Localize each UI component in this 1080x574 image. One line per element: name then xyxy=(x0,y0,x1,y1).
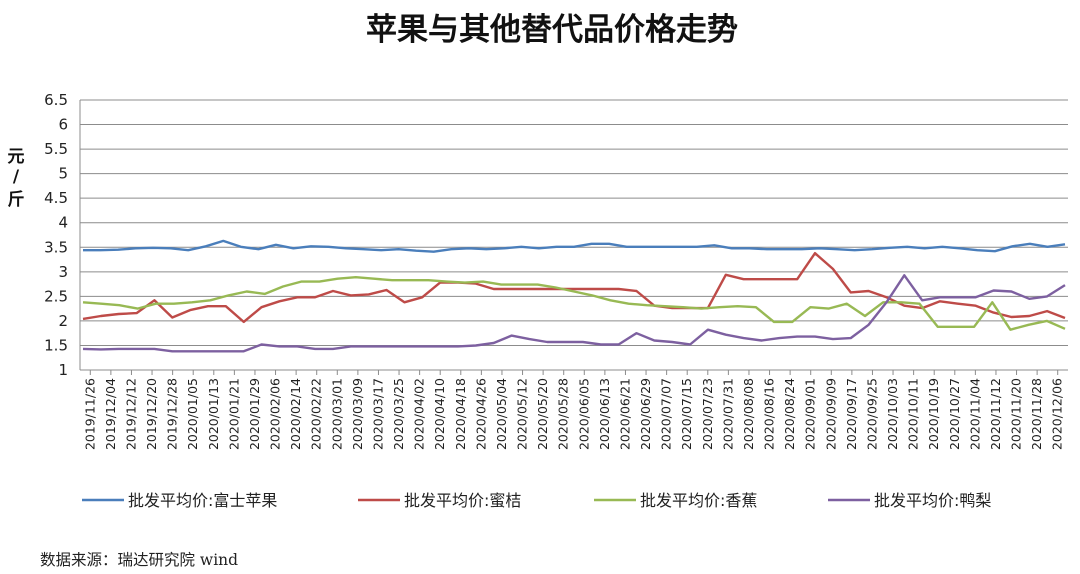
x-tick-label: 2020/05/04 xyxy=(494,378,509,450)
y-tick-label: 6 xyxy=(58,116,68,134)
x-tick-label: 2020/06/13 xyxy=(597,378,612,450)
x-tick-label: 2020/07/31 xyxy=(720,378,735,450)
x-tick-label: 2020/01/29 xyxy=(247,378,262,450)
series-line-0 xyxy=(83,239,1066,253)
x-tick-label: 2020/03/01 xyxy=(329,378,344,450)
x-tick-label: 2020/05/20 xyxy=(535,378,550,450)
legend-label: 批发平均价:鸭梨 xyxy=(874,491,991,510)
legend-label: 批发平均价:香蕉 xyxy=(640,491,757,510)
chart-title: 苹果与其他替代品价格走势 xyxy=(366,12,738,48)
x-tick-label: 2020/10/19 xyxy=(926,378,941,450)
x-tick-label: 2020/06/29 xyxy=(638,378,653,450)
x-tick-label: 2020/08/08 xyxy=(741,378,756,450)
y-tick-label: 5.5 xyxy=(44,140,68,158)
x-tick-label: 2020/11/04 xyxy=(967,378,982,450)
y-axis-label-char: 斤 xyxy=(8,190,25,210)
x-tick-label: 2019/12/12 xyxy=(123,378,138,450)
chart: 苹果与其他替代品价格走势 元 / 斤 1 1.5 2 2.5 3 3.5 4 4.5 5 5.5 6… xyxy=(8,12,1068,510)
y-axis-label-char: 元 xyxy=(8,147,25,167)
y-tick-label: 4.5 xyxy=(44,189,68,207)
x-tick-label: 2020/06/21 xyxy=(617,378,632,450)
x-tick-label: 2020/07/23 xyxy=(700,378,715,450)
x-tick-label: 2020/08/24 xyxy=(782,378,797,450)
series-line-2 xyxy=(82,276,1066,331)
x-tick-label: 2020/09/01 xyxy=(803,378,818,450)
x-tick-label: 2020/02/22 xyxy=(309,378,324,450)
series-line-1 xyxy=(82,251,1066,324)
y-tick-label: 3.5 xyxy=(44,238,68,256)
x-axis: 2019/11/26 2019/12/04 2019/12/12 2019/12/20… xyxy=(79,100,1065,450)
x-tick-label: 2019/12/28 xyxy=(165,378,180,450)
y-tick-label: 2 xyxy=(58,312,68,330)
legend-label: 批发平均价:富士苹果 xyxy=(128,491,277,510)
x-tick-label: 2020/04/10 xyxy=(432,378,447,450)
x-tick-label: 2020/02/06 xyxy=(268,378,283,450)
x-tick-label: 2020/09/25 xyxy=(864,378,879,450)
x-tick-label: 2020/04/02 xyxy=(412,378,427,450)
x-tick-label: 2020/01/05 xyxy=(185,378,200,450)
y-axis-ticks: 1 1.5 2 2.5 3 3.5 4 4.5 5 5.5 6 6.5 xyxy=(44,91,68,379)
source-note: 数据来源：瑞达研究院 wind xyxy=(40,551,239,569)
y-tick-label: 4 xyxy=(58,214,68,232)
x-tick-label: 2020/04/26 xyxy=(473,378,488,450)
y-tick-label: 5 xyxy=(58,165,68,183)
x-tick-label: 2020/06/05 xyxy=(576,378,591,450)
x-tick-label: 2020/05/12 xyxy=(515,378,530,450)
x-tick-label: 2020/09/17 xyxy=(844,378,859,450)
x-tick-label: 2020/01/13 xyxy=(206,378,221,450)
x-tick-label: 2020/07/15 xyxy=(679,378,694,450)
x-tick-label: 2020/10/11 xyxy=(906,378,921,450)
x-tick-label: 2020/11/12 xyxy=(988,378,1003,450)
legend: 批发平均价:富士苹果 批发平均价:蜜桔 批发平均价:香蕉 批发平均价:鸭梨 xyxy=(82,491,991,510)
x-tick-label: 2019/12/04 xyxy=(103,378,118,450)
x-tick-label: 2020/03/09 xyxy=(350,378,365,450)
x-tick-label: 2020/11/20 xyxy=(1009,378,1024,450)
y-tick-label: 1.5 xyxy=(44,336,68,354)
x-tick-label: 2019/11/26 xyxy=(82,378,97,450)
x-tick-label: 2020/12/06 xyxy=(1050,378,1065,450)
x-tick-label: 2020/08/16 xyxy=(762,378,777,450)
x-tick-label: 2020/07/07 xyxy=(659,378,674,450)
x-tick-label: 2020/03/25 xyxy=(391,378,406,450)
y-tick-label: 1 xyxy=(58,361,68,379)
x-tick-label: 2020/10/27 xyxy=(947,378,962,450)
y-tick-label: 2.5 xyxy=(44,287,68,305)
x-tick-label: 2020/02/14 xyxy=(288,378,303,450)
legend-label: 批发平均价:蜜桔 xyxy=(404,491,521,510)
series-lines xyxy=(82,239,1066,353)
y-tick-label: 3 xyxy=(58,263,68,281)
x-tick-label: 2020/11/28 xyxy=(1029,378,1044,450)
x-tick-label: 2019/12/20 xyxy=(144,378,159,450)
gridlines xyxy=(80,99,1068,371)
x-tick-label: 2020/09/09 xyxy=(823,378,838,450)
x-tick-label: 2020/04/18 xyxy=(453,378,468,450)
y-axis-label-char: / xyxy=(13,167,20,187)
y-tick-label: 6.5 xyxy=(44,91,68,109)
series-line-3 xyxy=(82,274,1066,353)
x-tick-label: 2020/03/17 xyxy=(370,378,385,450)
x-tick-label: 2020/01/21 xyxy=(226,378,241,450)
x-tick-label: 2020/10/03 xyxy=(885,378,900,450)
x-tick-label: 2020/05/28 xyxy=(556,378,571,450)
